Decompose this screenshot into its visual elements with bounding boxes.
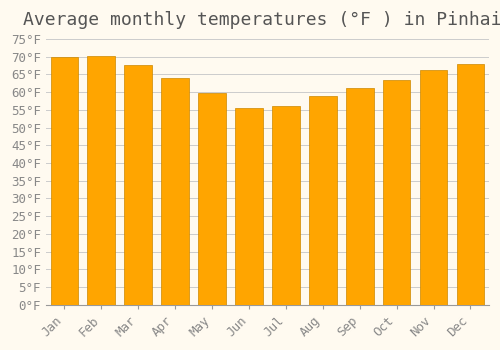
Bar — [309, 96, 336, 305]
Bar — [420, 70, 448, 305]
Bar — [235, 108, 263, 305]
Bar — [383, 80, 410, 305]
Title: Average monthly temperatures (°F ) in Pinhais: Average monthly temperatures (°F ) in Pi… — [22, 11, 500, 29]
Bar — [346, 88, 374, 305]
Bar — [124, 64, 152, 305]
Bar — [50, 57, 78, 305]
Bar — [456, 64, 484, 305]
Bar — [162, 78, 189, 305]
Bar — [272, 106, 299, 305]
Bar — [198, 92, 226, 305]
Bar — [88, 56, 115, 305]
